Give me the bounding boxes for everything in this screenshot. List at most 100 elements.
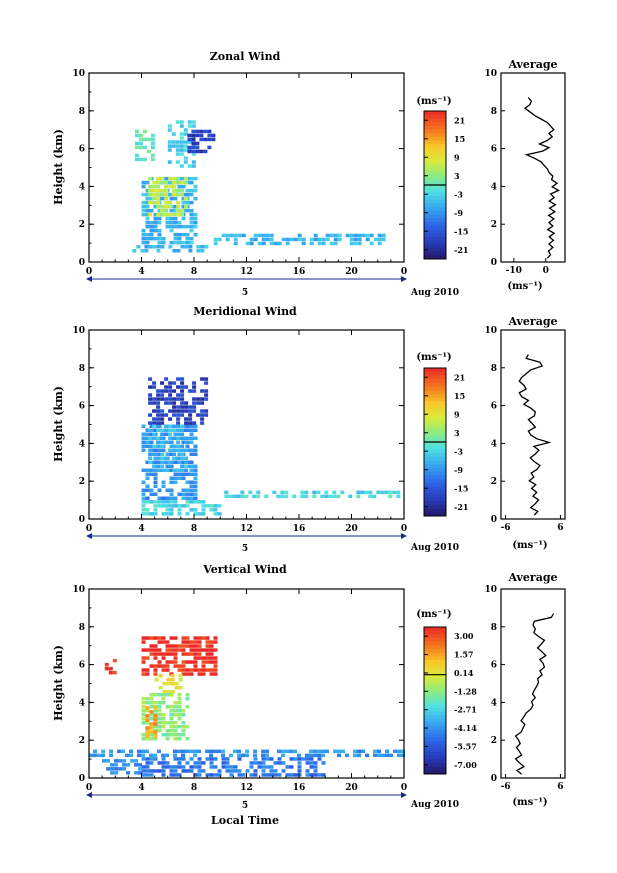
data-pixel [184,464,189,468]
colorbar-tick-label: -15 [454,483,468,493]
data-pixel [211,137,216,142]
colorbar-swatch [424,649,446,654]
data-pixel [157,749,161,754]
data-pixel [229,753,233,758]
data-pixel [160,245,165,249]
y-tick-label: 2 [79,477,85,487]
data-pixel [180,245,185,249]
colorbar-swatch [424,255,446,260]
data-pixel [181,636,186,640]
data-pixel [164,424,169,428]
data-pixel [130,759,135,763]
data-pixel [313,765,318,769]
data-pixel [168,409,173,413]
data-pixel [180,385,185,389]
data-pixel [345,753,349,758]
data-pixel [145,500,150,504]
data-pixel [188,413,193,417]
data-pixel [193,232,198,237]
profile-y-tick-label: 6 [491,661,497,671]
data-pixel [173,701,178,705]
data-pixel [205,660,210,664]
data-pixel [269,757,274,761]
data-pixel [188,409,193,413]
data-pixel [321,761,326,765]
colorbar-swatch [424,641,446,646]
data-pixel [180,389,185,393]
data-pixel [157,729,162,733]
data-pixel [167,148,172,152]
y-tick-label: 6 [79,402,85,412]
data-pixel [177,709,182,713]
data-pixel [149,636,154,640]
data-pixel [149,648,154,652]
data-pixel [197,757,202,761]
data-pixel [149,236,154,241]
data-pixel [152,417,157,421]
data-pixel [189,648,194,652]
data-pixel [341,749,345,754]
colorbar-swatch [424,634,446,639]
profile-xlabel: (ms⁻¹) [512,797,547,808]
data-pixel [285,765,290,769]
x-tick-label: 0 [86,524,92,534]
data-pixel [167,128,172,132]
data-pixel [380,490,385,495]
data-pixel [183,144,188,148]
data-pixel [168,245,173,249]
data-pixel [193,496,198,500]
data-pixel [145,709,150,713]
data-pixel [253,237,258,242]
data-pixel [169,721,174,725]
data-pixel [396,490,401,495]
data-pixel [154,678,159,682]
data-pixel [141,448,146,452]
data-pixel [199,137,204,142]
colorbar-swatch [424,408,446,413]
data-pixel [284,494,289,499]
data-cell-3 [224,490,401,499]
data-cell-4 [89,749,405,758]
data-pixel [149,757,154,761]
data-pixel [156,401,161,405]
data-pixel [161,773,166,777]
data-pixel [197,640,202,644]
data-pixel [157,761,162,765]
data-pixel [185,192,190,197]
data-pixel [169,717,174,721]
data-pixel [313,773,318,777]
data-pixel [160,393,165,397]
data-pixel [166,678,171,682]
data-pixel [110,771,115,775]
data-pixel [297,753,301,758]
data-pixel [153,512,158,516]
data-pixel [340,490,345,495]
data-pixel [160,389,165,393]
data-pixel [164,180,169,185]
data-pixel [176,405,181,409]
colorbar-tick-label: 3.00 [454,631,474,641]
data-pixel [333,749,337,754]
data-pixel [157,664,162,668]
data-pixel [145,769,150,773]
data-pixel [173,480,178,484]
data-pixel [368,490,373,495]
data-pixel [172,456,177,460]
colorbar-tick-label: -21 [454,502,468,512]
data-pixel [167,160,172,164]
data-pixel [156,421,161,425]
colorbar-swatch [424,652,446,657]
data-pixel [309,773,314,777]
data-pixel [176,397,181,401]
data-pixel [187,164,192,168]
data-pixel [169,500,174,504]
data-pixel [175,160,180,164]
data-pixel [377,233,382,238]
data-pixel [141,496,146,500]
data-pixel [201,636,206,640]
data-pixel [157,660,162,664]
data-pixel [161,236,166,241]
data-pixel [168,176,173,181]
data-pixel [164,192,169,197]
data-pixel [393,749,397,754]
